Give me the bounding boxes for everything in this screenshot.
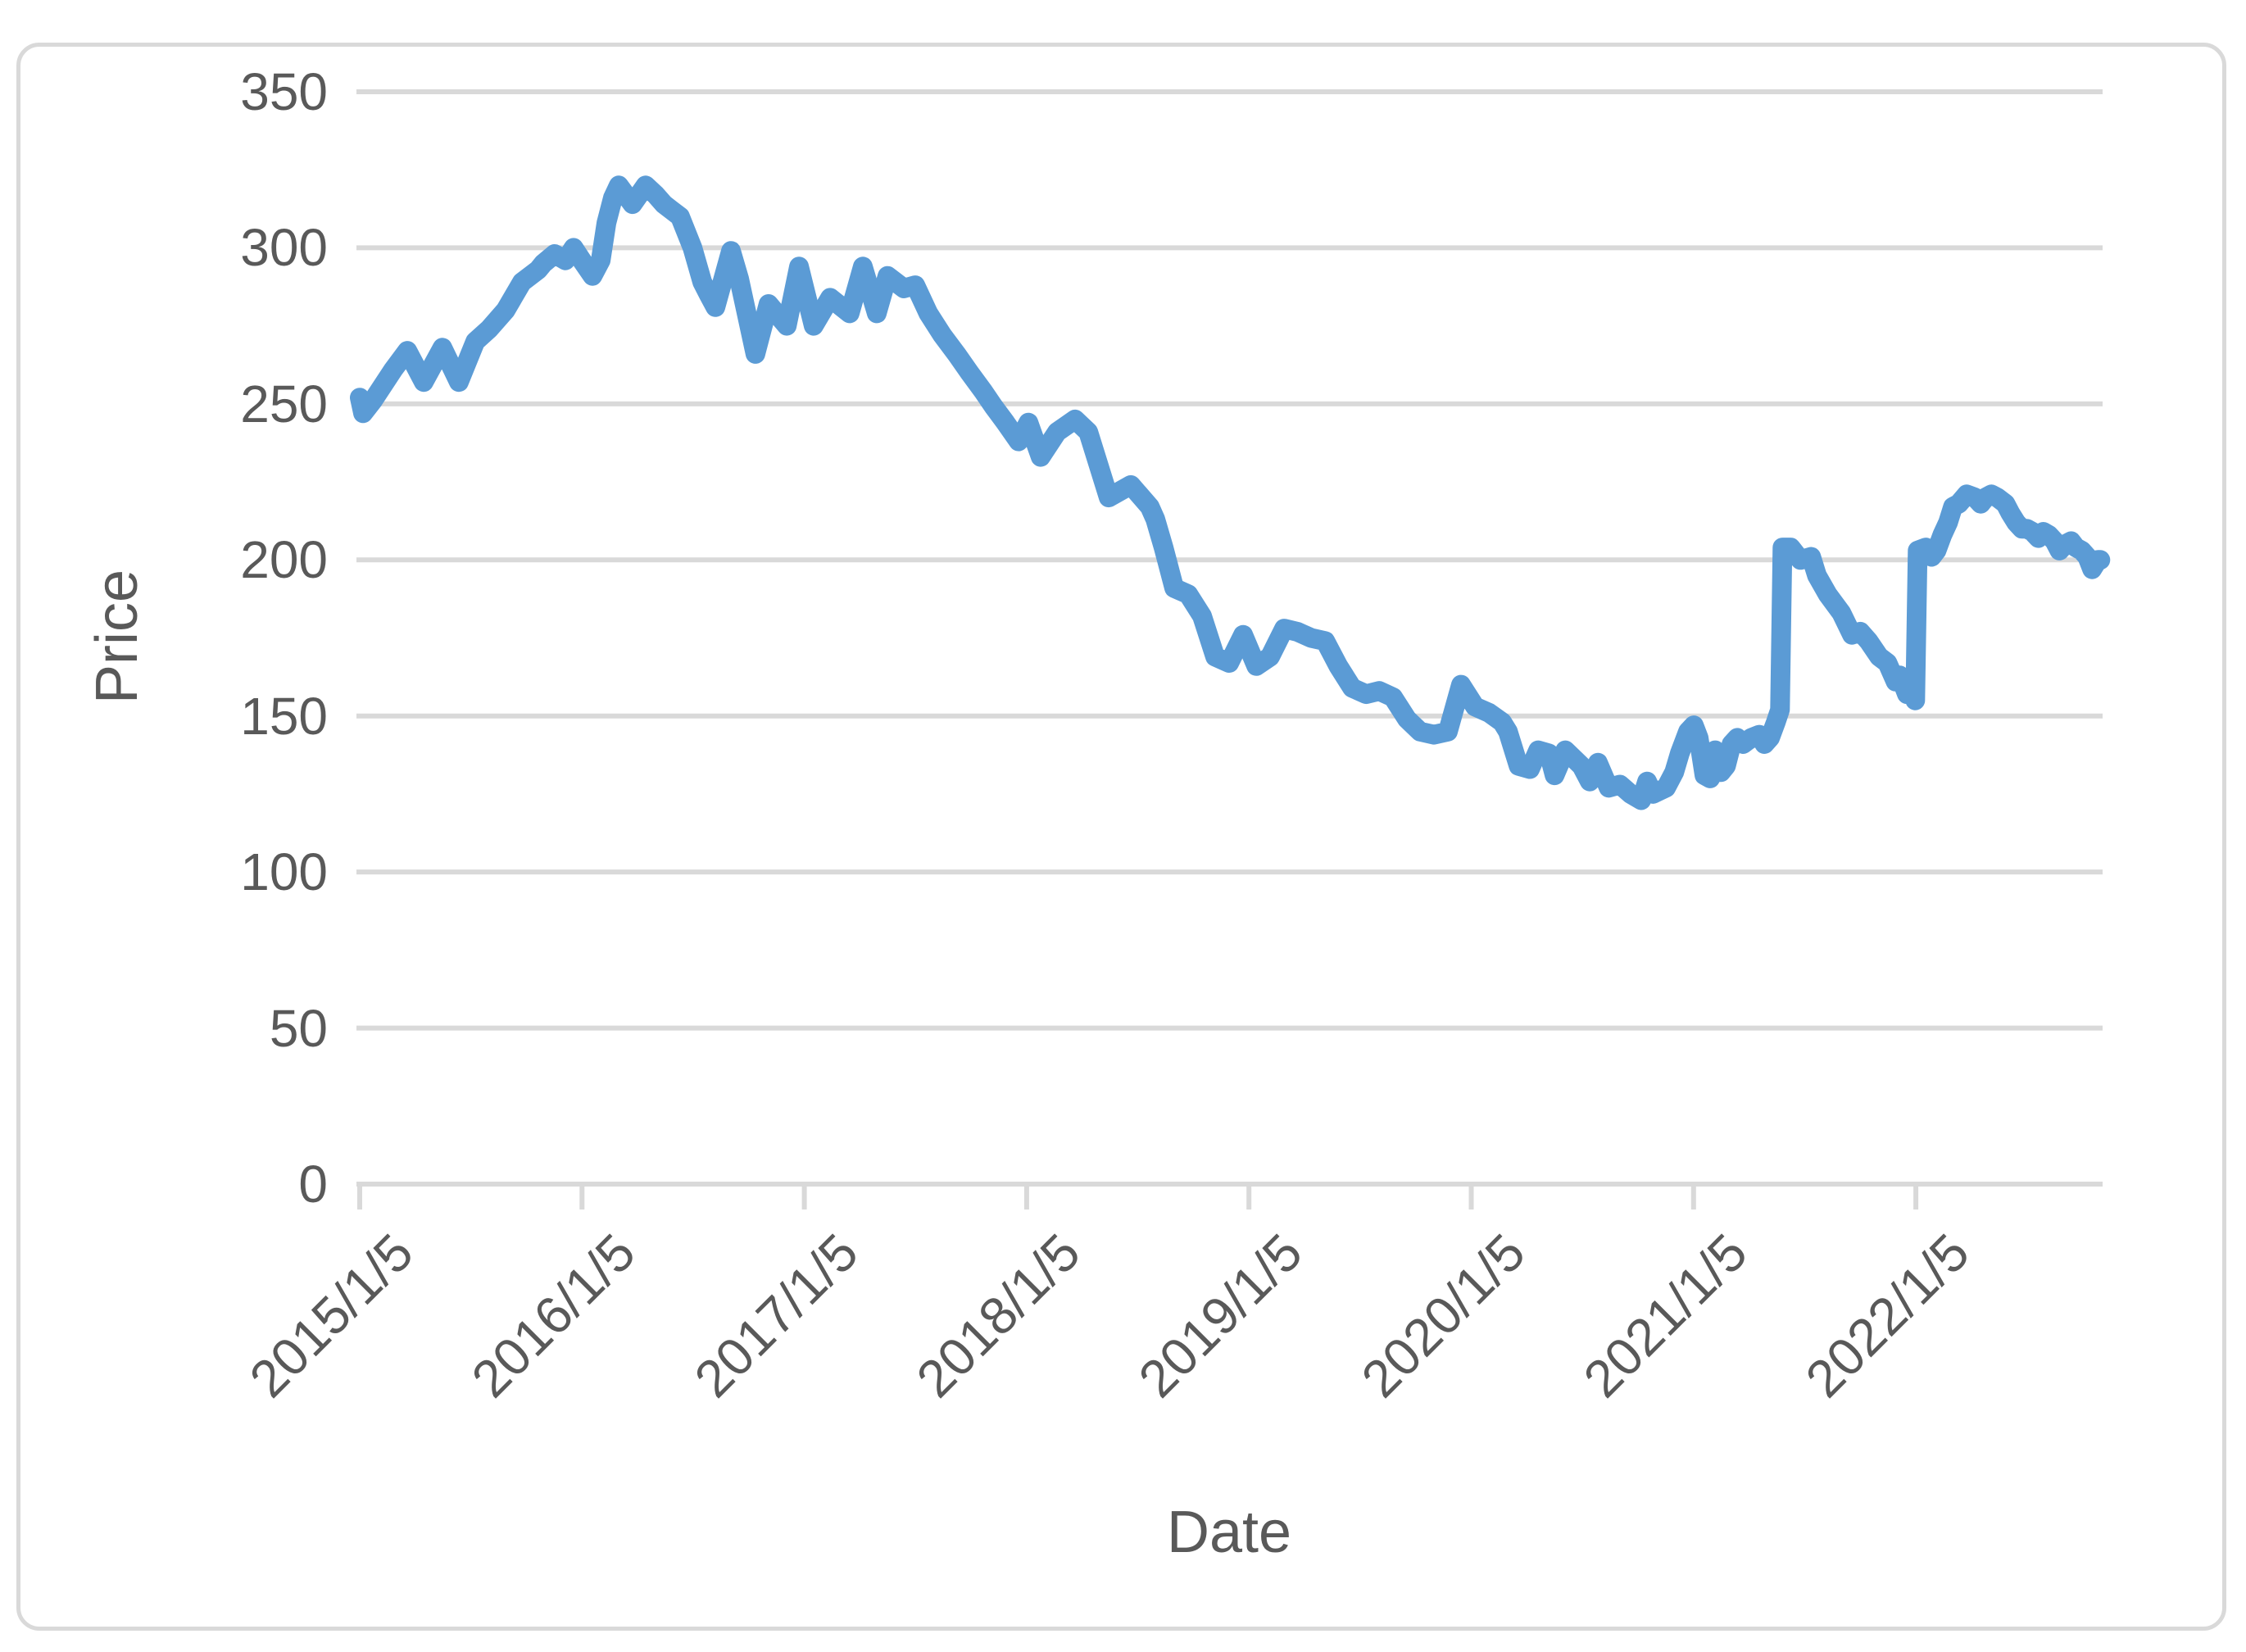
y-axis-title: Price	[84, 569, 150, 705]
y-tick-label-0: 0	[298, 1155, 328, 1214]
price-series-line	[350, 175, 2111, 810]
x-axis-title: Date	[1166, 1500, 1292, 1565]
y-tick-label-50: 50	[269, 999, 328, 1058]
y-tick-label-200: 200	[240, 530, 328, 589]
y-tick-label-300: 300	[240, 218, 328, 277]
y-tick-label-150: 150	[240, 687, 328, 746]
y-tick-label-350: 350	[240, 62, 328, 121]
y-tick-label-100: 100	[240, 842, 328, 901]
y-tick-label-250: 250	[240, 374, 328, 433]
chart-border	[16, 43, 2226, 1631]
